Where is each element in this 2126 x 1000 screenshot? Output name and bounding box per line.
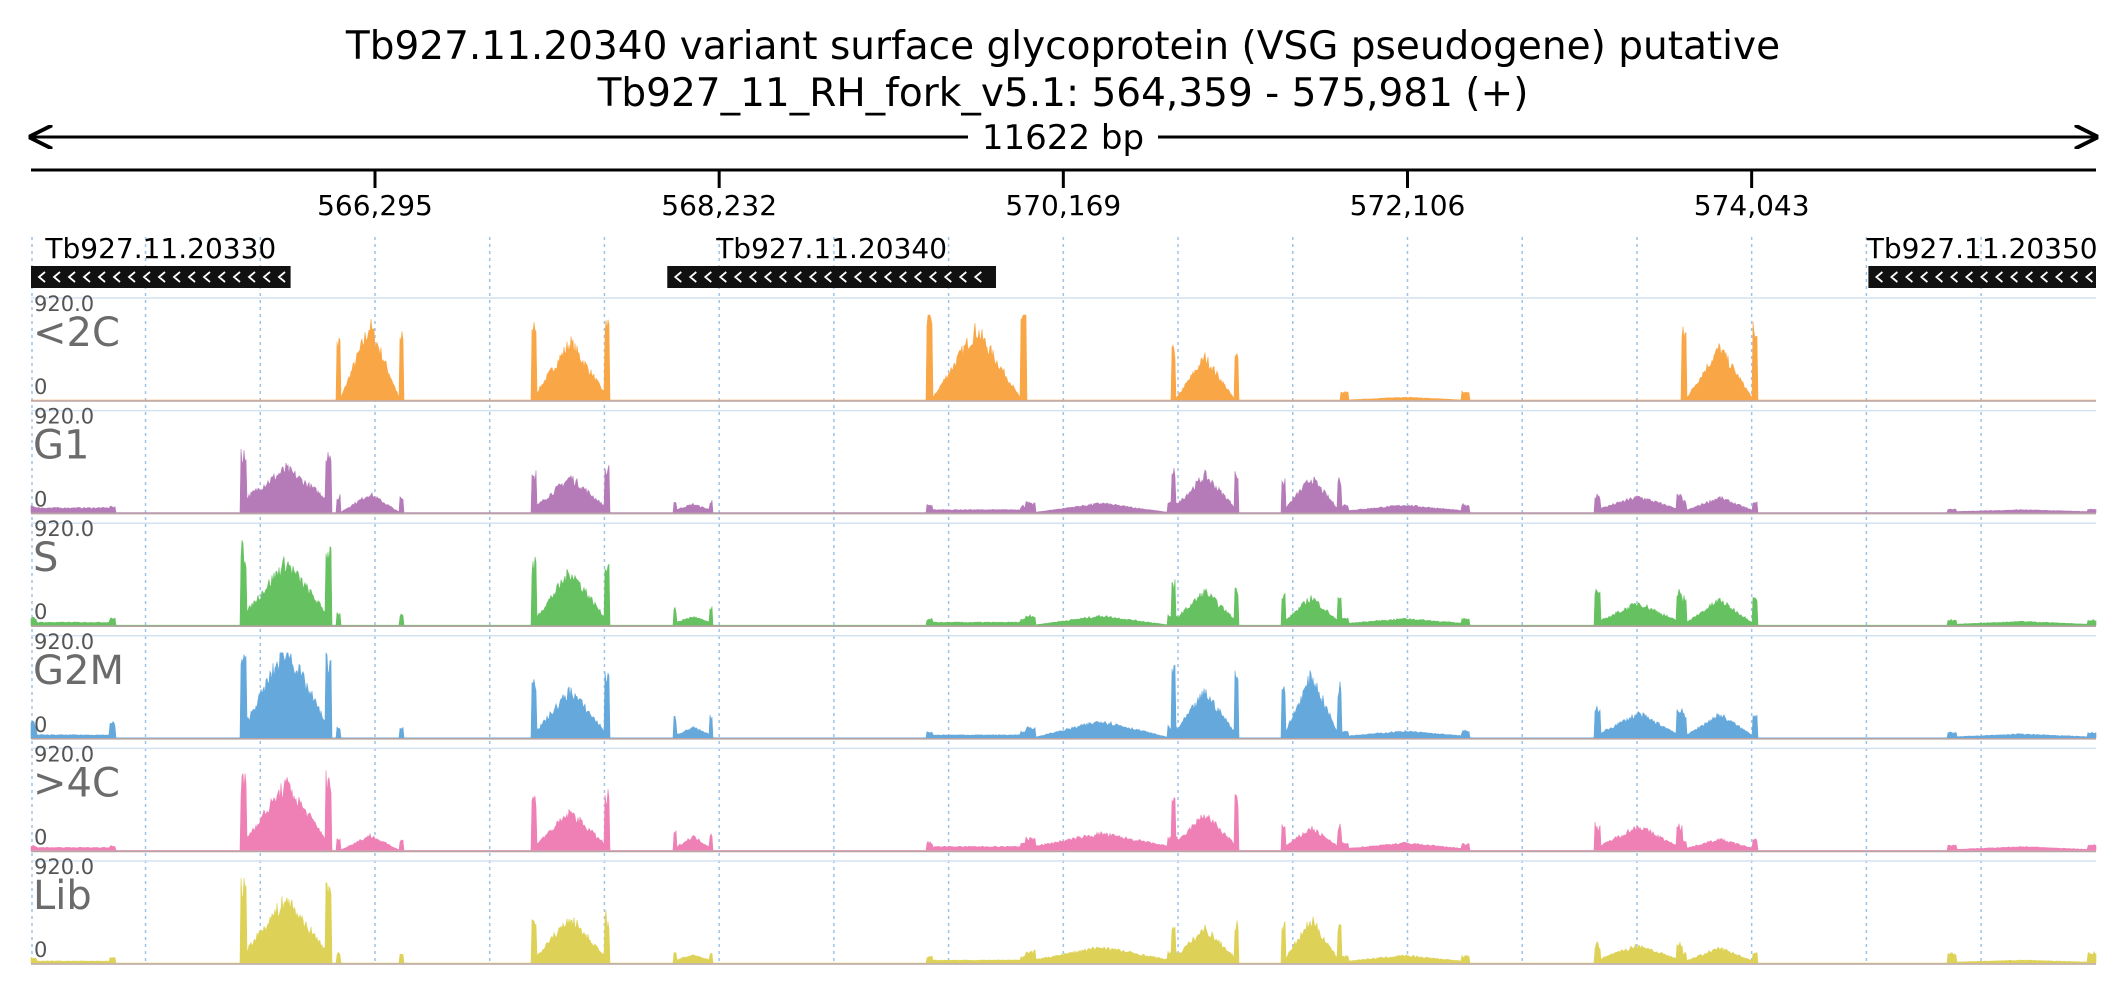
coverage-area	[30, 448, 2097, 513]
gridlines	[31, 237, 1982, 963]
gene-feature[interactable]: Tb927.11.20350	[1866, 232, 2098, 288]
gene-label: Tb927.11.20340	[715, 232, 947, 265]
chart-subtitle: Tb927_11_RH_fork_v5.1: 564,359 - 575,981…	[597, 71, 1529, 116]
coverage-track: 920.0 0 G2M	[30, 630, 2097, 740]
coverage-area	[30, 540, 2097, 626]
coverage-track: 920.0 0 G1	[30, 405, 2097, 515]
coordinate-axis: 566,295 568,232 570,169 572,106 574,043	[31, 168, 2096, 222]
span-label: 11622 bp	[982, 118, 1144, 158]
coverage-area	[31, 314, 2096, 401]
chart-title: Tb927.11.20340 variant surface glycoprot…	[345, 24, 1780, 69]
track-min-label: 0	[34, 938, 47, 962]
track-name: S	[33, 535, 58, 581]
coverage-area	[30, 770, 2097, 851]
gene-bar[interactable]	[667, 266, 996, 288]
gene-label: Tb927.11.20330	[44, 232, 276, 265]
coverage-area	[30, 652, 2097, 739]
track-max-label: 920.0	[34, 405, 94, 429]
coverage-area	[30, 877, 2097, 964]
gene-annotations: Tb927.11.20330 Tb927.11.20340 Tb927.11.203…	[31, 232, 2098, 288]
track-name: G1	[33, 423, 89, 469]
track-name: G2M	[33, 648, 124, 694]
axis-tick-label: 568,232	[661, 189, 777, 222]
track-max-label: 920.0	[34, 742, 94, 766]
track-name: >4C	[33, 760, 120, 806]
axis-tick-label: 572,106	[1350, 189, 1466, 222]
track-min-label: 0	[34, 825, 47, 849]
axis-ticks: 566,295 568,232 570,169 572,106 574,043	[317, 170, 1810, 222]
track-min-label: 0	[34, 488, 47, 512]
span-indicator: 11622 bp	[31, 118, 2096, 158]
axis-tick-label: 574,043	[1694, 189, 1810, 222]
track-name: Lib	[33, 873, 92, 919]
track-min-label: 0	[34, 713, 47, 737]
strand-arrow-icon	[37, 271, 286, 283]
track-max-label: 920.0	[34, 855, 94, 879]
gene-feature[interactable]: Tb927.11.20330	[31, 232, 291, 288]
track-max-label: 920.0	[34, 630, 94, 654]
gene-feature[interactable]: Tb927.11.20340	[667, 232, 996, 288]
axis-tick-label: 566,295	[317, 189, 433, 222]
strand-arrow-icon	[1874, 271, 2093, 283]
track-max-label: 920.0	[34, 292, 94, 316]
coverage-tracks: 920.00<2C920.00G1920.00S920.00G2M920.00>…	[30, 292, 2097, 965]
gene-bar[interactable]	[31, 266, 291, 288]
track-name: <2C	[33, 310, 120, 356]
track-min-label: 0	[34, 600, 47, 624]
track-min-label: 0	[34, 375, 47, 399]
gene-label: Tb927.11.20350	[1866, 232, 2098, 265]
strand-arrow-icon	[673, 271, 982, 283]
coverage-track: 920.0 0 S	[30, 517, 2097, 628]
coverage-track: 920.0 0 >4C	[30, 742, 2097, 853]
axis-tick-label: 570,169	[1005, 189, 1121, 222]
track-max-label: 920.0	[34, 517, 94, 541]
coverage-track: 920.0 0 <2C	[31, 292, 2096, 402]
coverage-track: 920.0 0 Lib	[30, 855, 2097, 965]
